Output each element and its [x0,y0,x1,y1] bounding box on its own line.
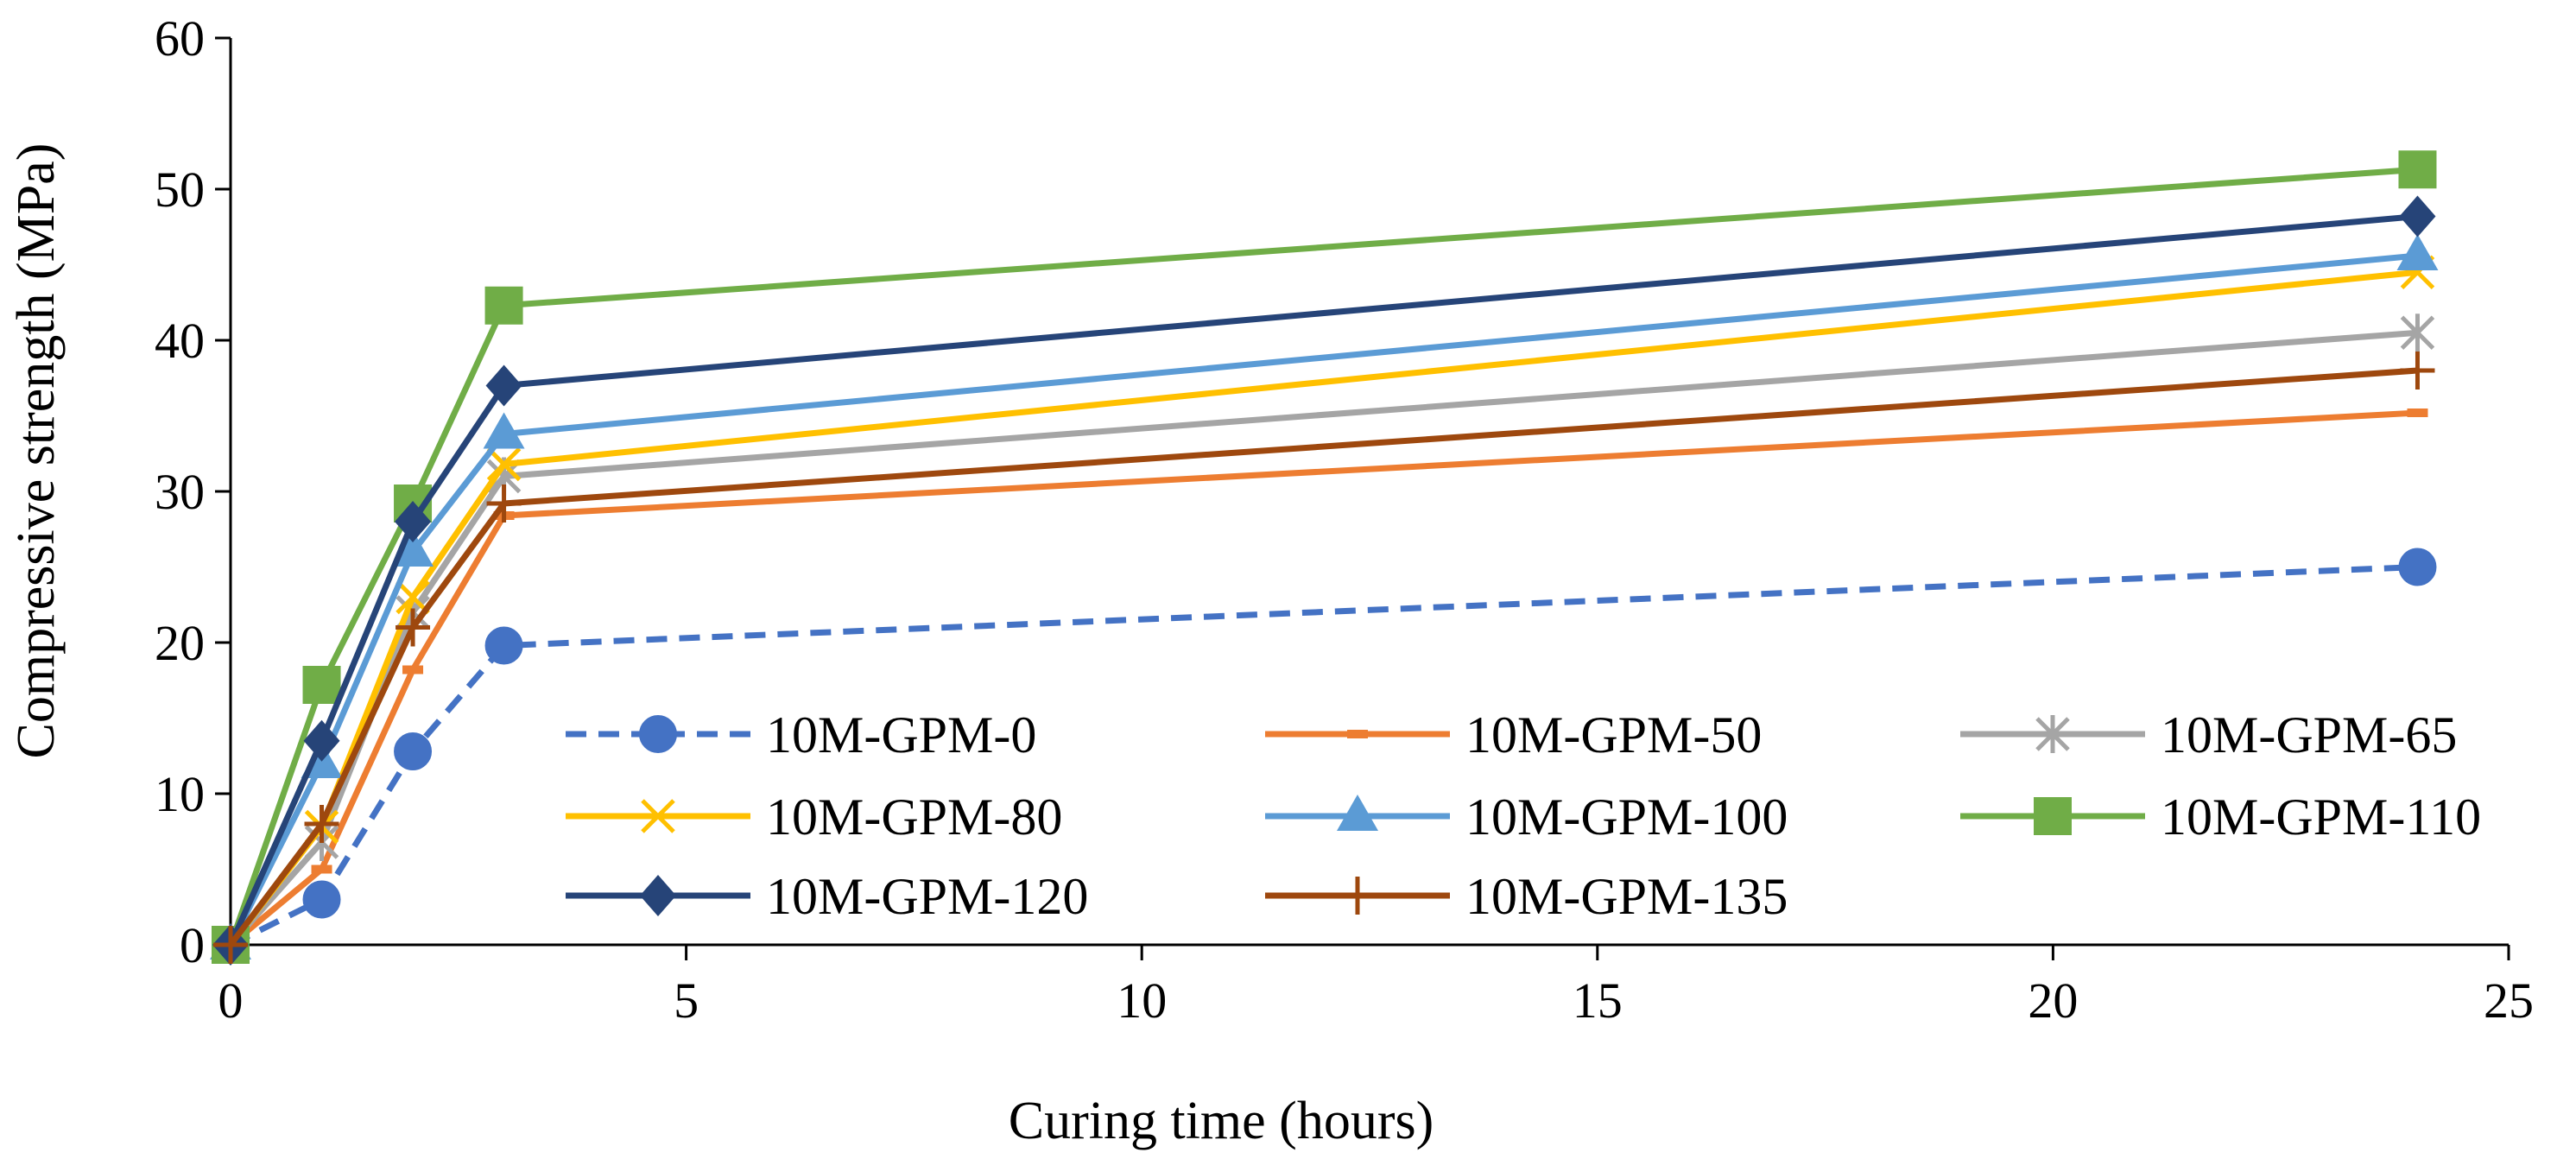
legend-swatch-marker [1337,795,1378,831]
x-tick-label: 5 [674,972,699,1029]
x-tick-label: 0 [218,972,244,1029]
legend-item-10m-gpm-0: 10M-GPM-0 [566,706,1036,763]
series-10m-gpm-120 [212,195,2436,966]
data-point-10m-gpm-65 [2400,314,2435,352]
data-point-10m-gpm-135 [213,926,248,964]
x-tick-label: 15 [1573,972,1623,1029]
legend-swatch-marker [1340,877,1375,915]
series-line-10m-gpm-65 [228,329,2418,947]
data-point-10m-gpm-135 [2400,352,2435,390]
series-line-10m-gpm-80 [228,269,2418,947]
data-point-10m-gpm-110 [302,666,341,704]
legend-label: 10M-GPM-65 [2161,706,2457,763]
legend-label: 10M-GPM-0 [766,706,1036,763]
legend-swatch-marker [2034,797,2072,835]
series-10m-gpm-50 [220,408,2428,949]
data-point-10m-gpm-50 [2407,408,2428,417]
series-10m-gpm-135 [213,352,2435,964]
legend-swatch-marker [2035,715,2070,753]
data-point-10m-gpm-0 [484,626,523,665]
data-point-10m-gpm-135 [486,484,522,522]
legend-item-10m-gpm-120: 10M-GPM-120 [566,868,1088,925]
data-point-10m-gpm-80 [486,446,522,482]
series-line-10m-gpm-50 [228,409,2418,947]
legend-label: 10M-GPM-110 [2161,788,2481,846]
y-tick-label: 20 [155,615,205,671]
data-point-10m-gpm-0 [302,880,341,919]
x-tick-label: 20 [2028,972,2078,1029]
y-axis-title: Compressive strength (MPa) [7,143,66,759]
data-point-10m-gpm-100 [483,412,525,449]
y-tick-label: 40 [155,313,205,369]
legend-swatch-marker [640,875,676,916]
plot-area: 0 10 20 30 40 50 60 0 5 10 15 20 25 [155,10,2534,1029]
legend-swatch-marker [1347,730,1368,738]
series-10m-gpm-0 [212,548,2437,964]
y-tick-label: 30 [155,464,205,520]
legend-item-10m-gpm-100: 10M-GPM-100 [1265,788,1788,846]
data-point-10m-gpm-110 [2398,150,2437,189]
data-point-10m-gpm-50 [402,665,424,674]
y-tick-label: 50 [155,162,205,218]
y-tick-label: 0 [180,917,205,973]
legend-label: 10M-GPM-80 [766,788,1062,846]
data-point-10m-gpm-0 [394,732,433,770]
legend-label: 10M-GPM-50 [1465,706,1762,763]
legend-item-10m-gpm-80: 10M-GPM-80 [566,788,1062,846]
data-point-10m-gpm-120 [485,364,522,407]
series-10m-gpm-100 [210,234,2439,960]
series-line-10m-gpm-0 [229,564,2418,948]
data-point-10m-gpm-80 [396,580,430,615]
series-10m-gpm-65 [213,314,2435,964]
legend-swatch-marker [641,799,675,833]
legend-item-10m-gpm-110: 10M-GPM-110 [1960,788,2481,846]
data-point-10m-gpm-120 [303,719,340,762]
series-10m-gpm-110 [212,150,2437,964]
data-point-10m-gpm-100 [2396,234,2439,270]
legend-label: 10M-GPM-100 [1465,788,1788,846]
data-point-10m-gpm-0 [2398,548,2437,586]
data-point-10m-gpm-120 [2399,195,2436,238]
data-point-10m-gpm-50 [311,864,332,874]
data-point-10m-gpm-110 [484,286,523,325]
legend-swatch-marker [639,715,677,753]
y-tick-label: 60 [155,10,205,66]
x-axis-title: Curing time (hours) [1009,1092,1434,1150]
legend-item-10m-gpm-65: 10M-GPM-65 [1960,706,2457,763]
y-tick-label: 10 [155,766,205,822]
legend-label: 10M-GPM-135 [1465,868,1788,925]
legend-item-10m-gpm-135: 10M-GPM-135 [1265,868,1788,925]
data-point-10m-gpm-135 [396,608,431,647]
legend-item-10m-gpm-50: 10M-GPM-50 [1265,706,1762,763]
x-tick-label: 25 [2484,972,2534,1029]
data-point-10m-gpm-135 [304,805,339,843]
series-10m-gpm-80 [213,255,2435,962]
data-point-10m-gpm-120 [395,501,432,542]
legend: 10M-GPM-0 10M-GPM-50 10M-GPM-65 10M-GPM-80 1… [566,706,2481,925]
x-tick-label: 10 [1117,972,1167,1029]
data-point-10m-gpm-100 [392,530,434,567]
legend-label: 10M-GPM-120 [766,868,1088,925]
